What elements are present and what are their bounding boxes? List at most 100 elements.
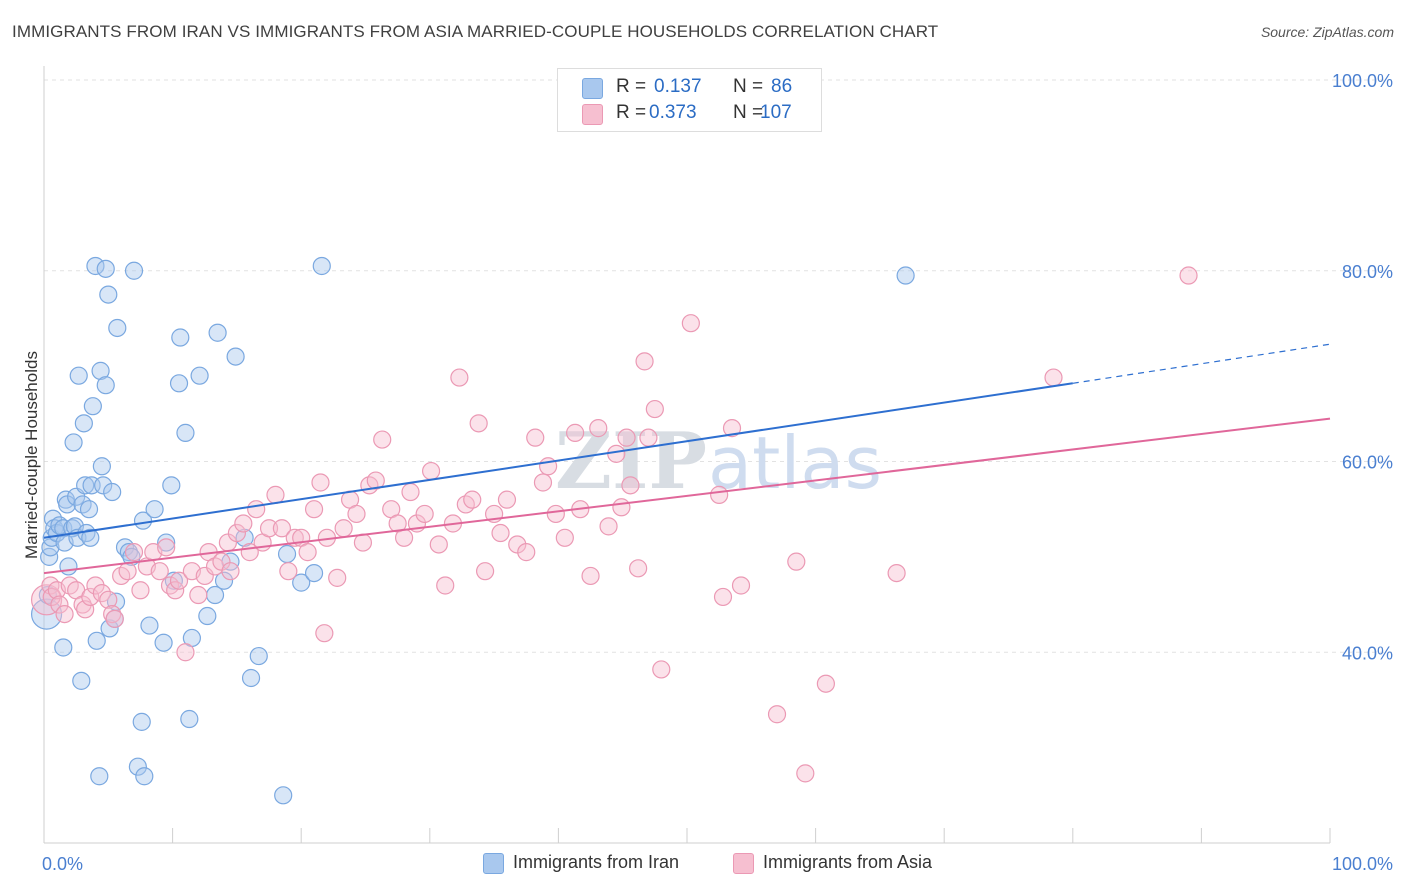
asia-point (475, 562, 495, 581)
iran-point (79, 500, 99, 519)
asia-point (279, 562, 298, 581)
asia-point (463, 490, 482, 509)
asia-point (681, 314, 700, 333)
iran-point (92, 457, 111, 476)
iran-point (69, 366, 88, 385)
iran-point (30, 598, 63, 630)
correlation-legend: R = 0.137 N = 86 R = 0.373 N = 107 (557, 68, 822, 132)
asia-point (497, 490, 517, 509)
trendlines (43, 343, 1331, 575)
asia-point (612, 498, 631, 517)
asia-point (469, 414, 488, 433)
r-value-iran: 0.137 (654, 76, 702, 97)
iran-point (169, 374, 189, 393)
asia-point (421, 461, 441, 481)
iran-point (190, 366, 209, 385)
asia-legend-label: Immigrants from Asia (763, 852, 933, 872)
iran-point (176, 423, 195, 442)
asia-point (767, 705, 787, 724)
iran-point (140, 616, 159, 635)
asia-point (259, 519, 279, 538)
asia-point (189, 585, 208, 605)
tick-labels: 100.0% 80.0% 60.0% 40.0% 0.0% 100.0% (42, 71, 1393, 874)
y-axis-label: Married-couple Households (22, 351, 41, 559)
asia-point (30, 584, 63, 616)
source-label: Source: ZipAtlas.com (1260, 24, 1394, 40)
iran-point (214, 571, 234, 590)
asia-point (92, 584, 111, 603)
asia-point (1179, 266, 1198, 285)
y-tick-label: 80.0% (1342, 262, 1393, 282)
asia-point (415, 504, 434, 524)
asia-swatch (582, 104, 603, 125)
asia-point (787, 552, 806, 571)
iran-point (312, 256, 331, 276)
asia-point (491, 523, 510, 543)
asia-point (373, 430, 392, 449)
iran-point (108, 318, 127, 338)
asia-point (517, 543, 536, 562)
asia-point (272, 519, 292, 538)
asia-point (105, 609, 124, 628)
r-value-asia: 0.373 (649, 102, 697, 123)
iran-trendline (43, 382, 1073, 539)
iran-point (132, 712, 151, 731)
n-label: N = (733, 76, 764, 97)
asia-point (629, 559, 648, 578)
asia-point (298, 543, 317, 562)
asia-point (86, 576, 105, 595)
asia-point (315, 624, 334, 643)
asia-point (103, 604, 122, 624)
gridlines (44, 79, 1393, 653)
asia-point (311, 473, 330, 492)
asia-point (436, 576, 455, 595)
y-tick-label: 40.0% (1342, 643, 1393, 663)
asia-point (401, 482, 420, 502)
asia-point (581, 566, 600, 586)
iran-point (65, 517, 84, 536)
iran-point (241, 668, 261, 688)
asia-point (639, 428, 658, 447)
iran-point (72, 671, 91, 690)
asia-point (131, 581, 150, 600)
asia-point (124, 543, 144, 562)
iran-point (74, 414, 93, 433)
iran-point (274, 786, 293, 805)
asia-point (722, 419, 742, 438)
asia-point (887, 563, 906, 583)
asia-point (347, 504, 366, 524)
asia-point (353, 533, 373, 552)
asia-point (546, 504, 565, 524)
asia-point (99, 590, 118, 609)
asia-point (157, 538, 176, 557)
asia-point (652, 660, 671, 679)
iran-point (90, 767, 109, 786)
asia-point (169, 571, 189, 590)
legend-item-asia: Immigrants from Asia (733, 850, 973, 876)
asia-point (533, 473, 553, 492)
legend-item-iran: Immigrants from Iran (483, 850, 713, 876)
iran-point (100, 619, 119, 638)
iran-point (54, 638, 73, 657)
chart-title: IMMIGRANTS FROM IRAN VS IMMIGRANTS FROM … (12, 22, 939, 41)
asia-point (621, 476, 640, 495)
iran-point (128, 757, 147, 776)
r-label: R = (616, 76, 647, 97)
iran-point (94, 476, 113, 495)
iran-point (119, 543, 138, 562)
asia-point (710, 485, 729, 504)
iran-point (180, 709, 199, 729)
iran-point (83, 397, 102, 416)
asia-point (526, 428, 545, 447)
asia-point (150, 562, 169, 581)
x-tick-label: 0.0% (42, 854, 83, 874)
iran-point (133, 511, 153, 530)
iran-point (76, 476, 95, 495)
asia-point (227, 523, 246, 543)
asia-point (566, 423, 585, 442)
n-value-asia: 107 (760, 102, 792, 123)
iran-point (292, 573, 311, 592)
asia-point (731, 576, 751, 595)
iran-legend-swatch (483, 853, 504, 874)
